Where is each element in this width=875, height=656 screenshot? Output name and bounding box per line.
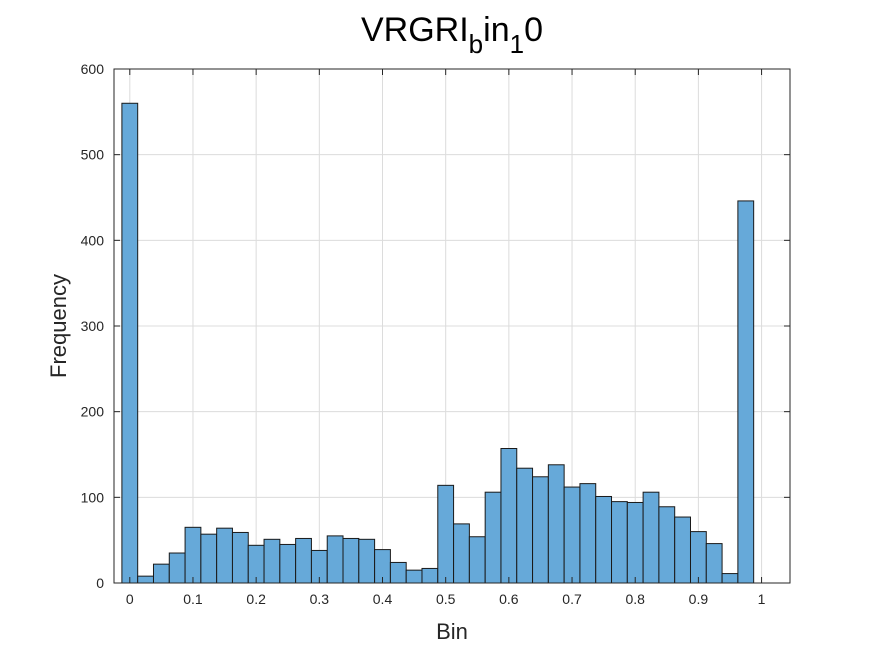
- histogram-bar: [453, 523, 470, 584]
- y-ticks: 0 100 200 300 400 500 600: [81, 61, 790, 591]
- histogram-bar: [500, 448, 518, 584]
- histogram-bar: [389, 561, 407, 584]
- histogram-bar: [421, 567, 439, 584]
- histogram-bar: [626, 501, 644, 584]
- histogram-bar: [611, 501, 628, 584]
- x-ticks: 0 0.1 0.2 0.3 0.4 0.5 0.6 0.7 0.8 0.9 1: [126, 69, 766, 607]
- y-tick-label: 0: [96, 575, 104, 591]
- histogram-bar: [152, 563, 170, 584]
- histogram-bar: [579, 483, 597, 584]
- histogram-bar: [342, 537, 360, 584]
- y-tick-label: 500: [81, 147, 105, 163]
- histogram-bar: [484, 491, 502, 584]
- x-tick-label: 0.6: [499, 591, 519, 607]
- histogram-bar: [263, 538, 281, 584]
- y-tick-label: 300: [81, 318, 105, 334]
- histogram-bar: [184, 526, 202, 584]
- y-tick-label: 200: [81, 404, 105, 420]
- chart-title: VRGRIbin10: [361, 11, 543, 59]
- histogram-bar: [563, 486, 581, 584]
- x-tick-label: 0.7: [562, 591, 582, 607]
- histogram-bar: [121, 102, 139, 584]
- x-tick-label: 0.1: [183, 591, 203, 607]
- histogram-bar: [658, 506, 676, 584]
- histogram-bar: [516, 467, 534, 584]
- histogram-bar: [326, 535, 344, 584]
- y-tick-label: 400: [81, 232, 105, 248]
- histogram-bar: [358, 538, 376, 584]
- histogram-bar: [216, 527, 233, 584]
- y-axis-label: Frequency: [46, 274, 71, 378]
- y-tick-label: 100: [81, 489, 105, 505]
- x-tick-label: 0: [126, 591, 134, 607]
- histogram-bar: [737, 200, 755, 584]
- x-tick-label: 0.8: [625, 591, 645, 607]
- histogram-bar: [437, 484, 455, 584]
- histogram-bar: [295, 537, 312, 584]
- histogram-bar: [721, 573, 739, 584]
- bars: [121, 102, 755, 584]
- histogram-bar: [279, 543, 297, 584]
- histogram-bar: [595, 495, 613, 584]
- histogram-bar: [168, 552, 186, 584]
- histogram-bar: [705, 543, 723, 584]
- histogram-bar: [689, 531, 707, 584]
- histogram-bar: [532, 476, 549, 584]
- x-tick-label: 0.9: [689, 591, 709, 607]
- x-tick-label: 1: [758, 591, 766, 607]
- histogram-bar: [674, 516, 691, 584]
- histogram-bar: [642, 491, 660, 584]
- y-tick-label: 600: [81, 61, 105, 77]
- histogram-bar: [547, 464, 565, 584]
- x-tick-label: 0.3: [310, 591, 330, 607]
- x-tick-label: 0.5: [436, 591, 456, 607]
- histogram-bar: [200, 533, 218, 584]
- histogram-bar: [468, 536, 486, 584]
- histogram-bar: [405, 569, 423, 584]
- x-tick-label: 0.4: [373, 591, 393, 607]
- x-axis-label: Bin: [436, 619, 468, 644]
- histogram-bar: [137, 575, 154, 584]
- x-tick-label: 0.2: [246, 591, 266, 607]
- histogram-bar: [231, 531, 249, 584]
